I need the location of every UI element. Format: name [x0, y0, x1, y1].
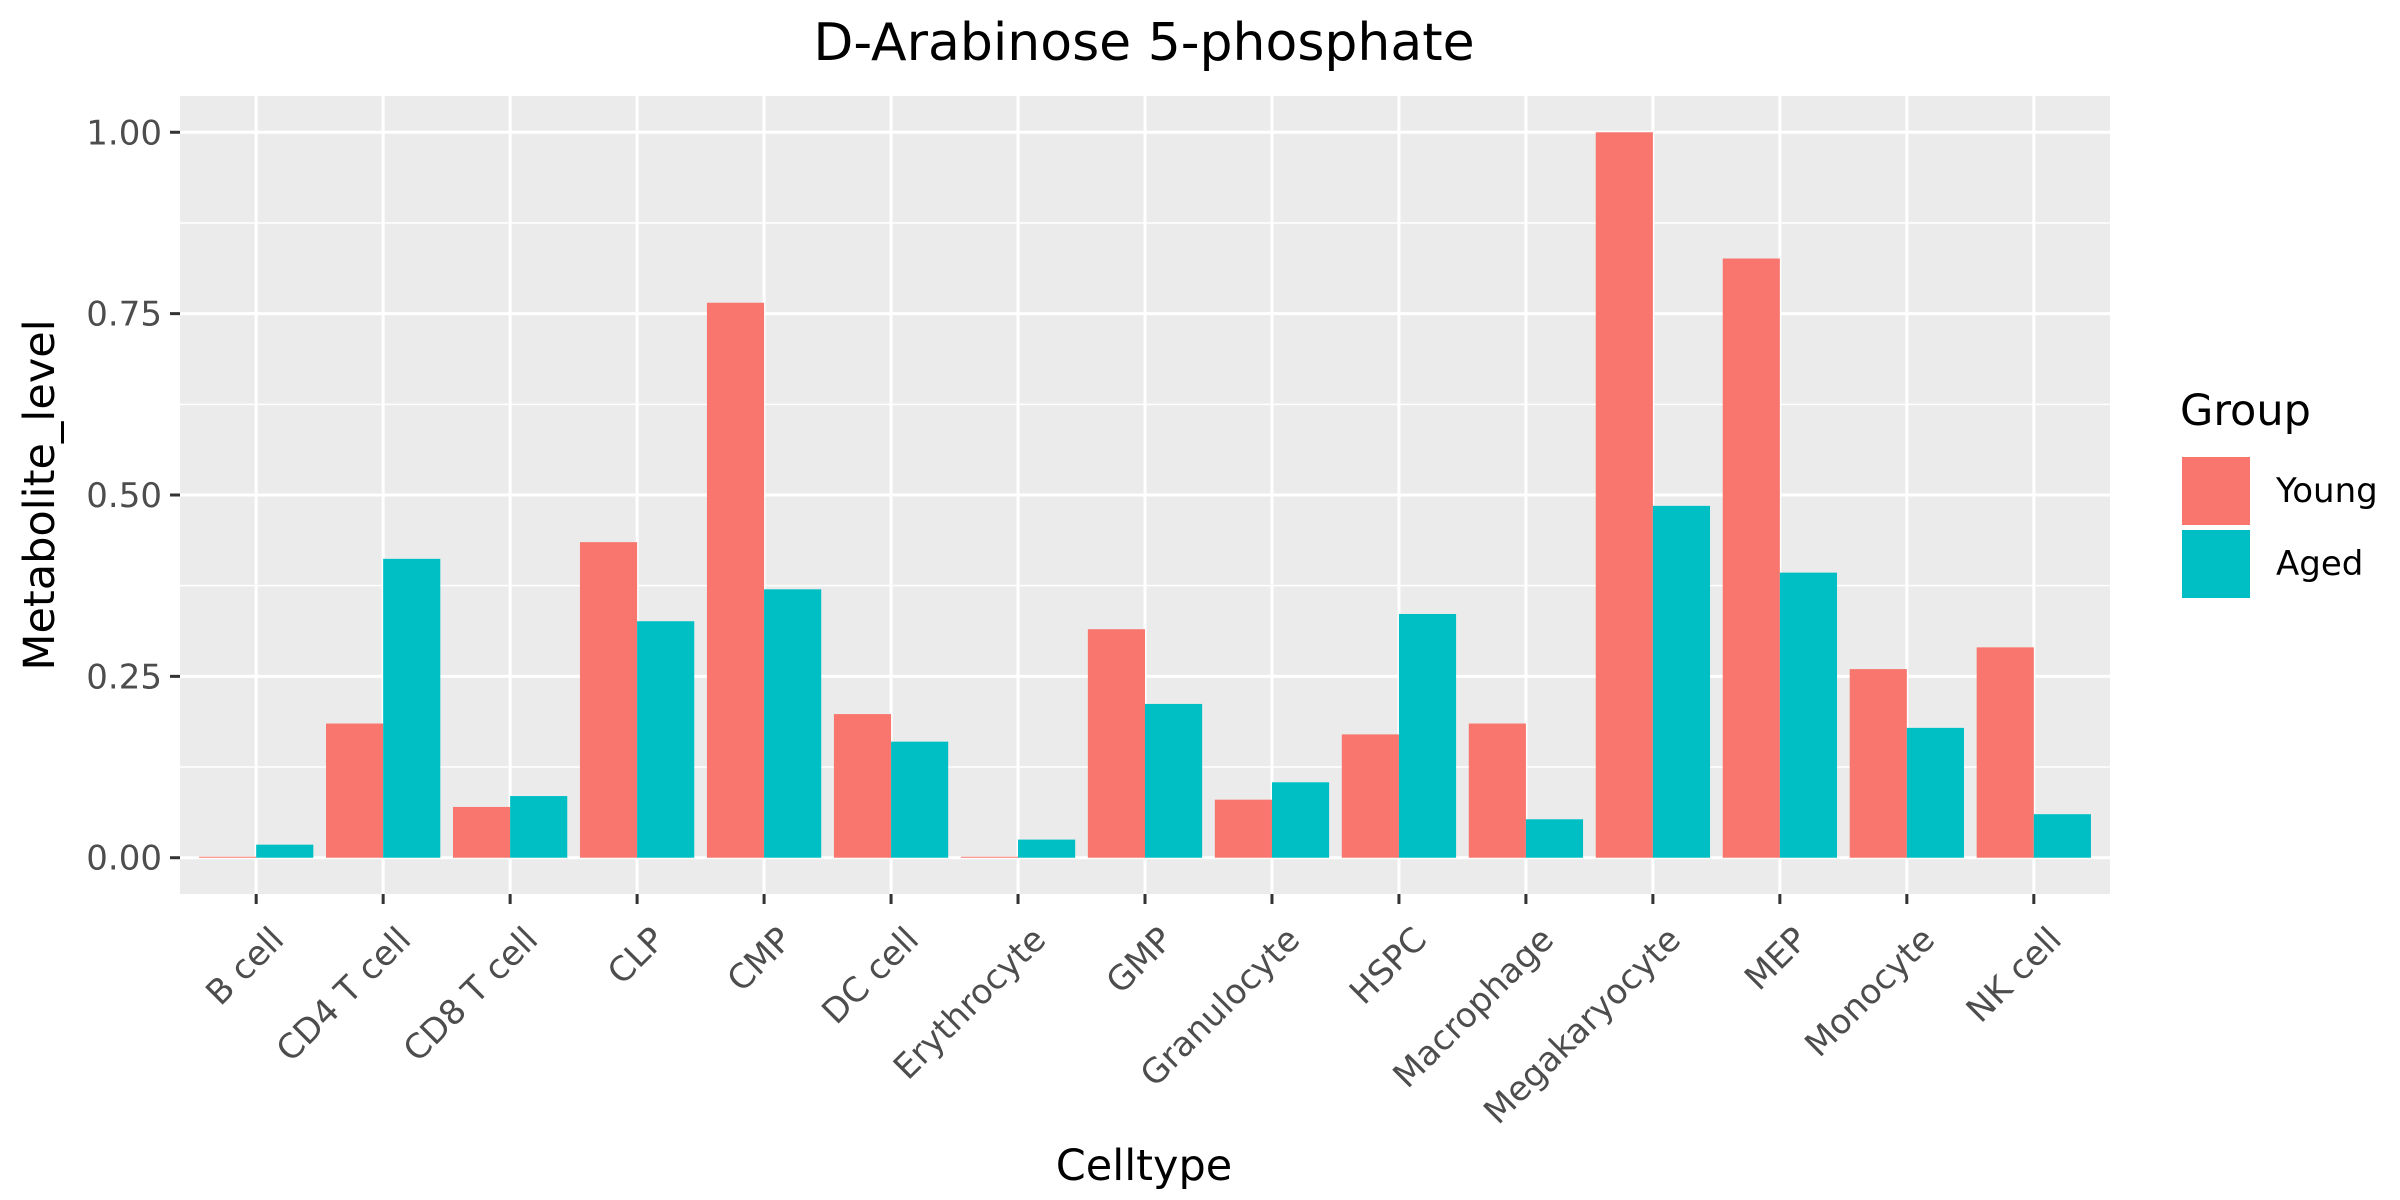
x-tick-label: NK cell — [1959, 920, 2070, 1031]
bar-aged — [1018, 839, 1076, 858]
x-tick-label: Monocyte — [1797, 920, 1942, 1065]
x-tick-label: B cell — [198, 920, 292, 1014]
bars — [199, 132, 2091, 858]
bar-young — [199, 856, 257, 858]
bar-young — [1722, 258, 1780, 858]
y-tick-label: 0.25 — [86, 657, 162, 697]
bar-aged — [383, 558, 441, 858]
x-tick-label: CMP — [720, 920, 800, 1000]
y-axis: 0.00 0.25 0.50 0.75 1.00 — [86, 113, 180, 879]
legend-title: Group — [2180, 386, 2311, 436]
y-tick-label: 1.00 — [86, 113, 162, 153]
y-axis-title: Metabolite_level — [15, 319, 65, 670]
bar-aged — [1145, 703, 1203, 858]
x-tick-label: CLP — [600, 920, 673, 993]
y-tick-label: 0.00 — [86, 839, 162, 879]
bar-young — [1595, 132, 1653, 858]
x-axis-title: Celltype — [1056, 1141, 1232, 1191]
bar-aged — [510, 796, 568, 858]
bar-aged — [1652, 505, 1711, 858]
bar-young — [1849, 669, 1907, 858]
legend-label-young: Young — [2275, 471, 2378, 511]
x-tick-label: GMP — [1099, 920, 1181, 1002]
bar-young — [1976, 647, 2034, 858]
bar-young — [326, 723, 384, 858]
legend-label-aged: Aged — [2276, 544, 2363, 584]
bar-aged — [1271, 782, 1330, 858]
legend-key-aged — [2182, 530, 2250, 598]
bar-aged — [1525, 819, 1584, 858]
bar-aged — [1398, 613, 1457, 858]
bar-young — [1214, 799, 1272, 858]
bar-aged — [2033, 814, 2091, 858]
bar-young — [833, 714, 892, 858]
x-tick-label: HSPC — [1342, 920, 1435, 1013]
bar-young — [1341, 734, 1399, 858]
legend-key-young — [2182, 457, 2250, 525]
x-tick-label: DC cell — [814, 920, 927, 1033]
legend: Group Young Aged — [2180, 386, 2378, 598]
x-tick-label: CD4 T cell — [269, 920, 419, 1070]
x-tick-label: CD8 T cell — [396, 920, 546, 1070]
bar-aged — [1779, 572, 1838, 858]
bar-aged — [637, 621, 695, 858]
bar-aged — [891, 741, 949, 858]
bar-aged — [1906, 727, 1964, 858]
bar-aged — [764, 589, 822, 858]
chart-title: D-Arabinose 5-phosphate — [813, 13, 1474, 73]
bar-young — [579, 542, 638, 858]
bar-young — [960, 856, 1019, 858]
x-tick-label: MEP — [1737, 920, 1816, 999]
y-tick-label: 0.75 — [86, 295, 162, 335]
bar-young — [452, 806, 511, 858]
bar-young — [706, 302, 765, 858]
y-tick-label: 0.50 — [86, 476, 162, 516]
bar-aged — [256, 844, 314, 858]
bar-young — [1468, 723, 1526, 858]
bar-young — [1087, 629, 1145, 858]
